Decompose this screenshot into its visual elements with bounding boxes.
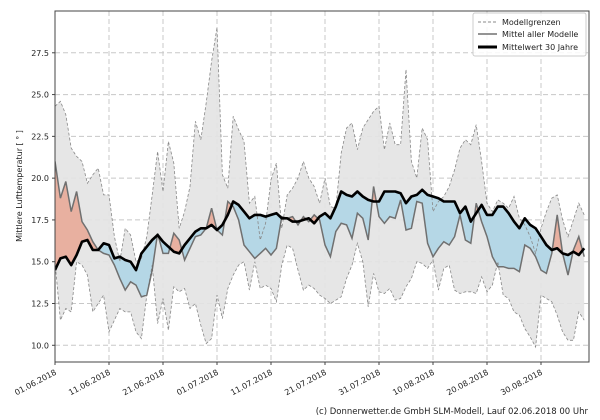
climate-mean-line (55, 188, 586, 272)
y-axis: 10.0 12.5 15.0 17.5 20.0 22.5 25.0 27.5 (31, 49, 55, 350)
legend: Modellgrenzen Mittel aller Modelle Mitte… (472, 12, 587, 57)
y-tick-label: 25.0 (31, 91, 49, 100)
legend-label-bounds: Modellgrenzen (502, 18, 561, 27)
legend-box (472, 12, 587, 57)
lower-bound-line (55, 241, 585, 349)
x-tick-label: 21.06.2018 (121, 368, 166, 397)
x-tick-label: 31.07.2018 (337, 368, 382, 397)
x-tick-label: 20.08.2018 (445, 368, 490, 397)
x-tick-label: 11.06.2018 (67, 368, 112, 397)
x-tick-label: 01.07.2018 (175, 368, 220, 397)
plot-frame (54, 10, 590, 363)
y-tick-label: 15.0 (31, 258, 49, 267)
legend-label-model-mean: Mittel aller Modelle (502, 30, 578, 39)
legend-label-climate-mean: Mittelwert 30 Jahre (502, 43, 578, 52)
y-tick-label: 20.0 (31, 174, 49, 183)
x-tick-label: 11.07.2018 (229, 368, 274, 397)
x-tick-label: 30.08.2018 (499, 368, 544, 397)
copyright-footer: (c) Donnerwetter.de GmbH SLM-Modell, Lau… (316, 407, 589, 417)
y-tick-label: 12.5 (31, 300, 49, 309)
x-tick-label: 21.07.2018 (283, 368, 328, 397)
y-tick-label: 27.5 (31, 49, 49, 58)
x-tick-label: 10.08.2018 (391, 368, 436, 397)
y-axis-label: Mittlere Lufttemperatur [ ° ] (15, 130, 24, 242)
x-tick-label: 01.06.2018 (13, 368, 58, 397)
model-mean-line (55, 161, 585, 298)
x-axis: 01.06.2018 11.06.2018 21.06.2018 01.07.2018… (13, 362, 544, 397)
model-range-band (55, 27, 585, 347)
y-tick-label: 17.5 (31, 216, 49, 225)
y-tick-label: 22.5 (31, 132, 49, 141)
plot-area (55, 27, 586, 349)
y-tick-label: 10.0 (31, 341, 49, 350)
